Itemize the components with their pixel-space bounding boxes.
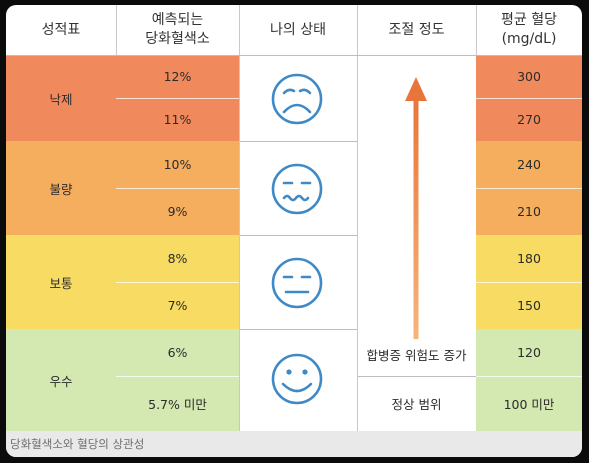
grade-cell-excellent: 우수: [6, 329, 116, 431]
glucose-cell: 180: [476, 235, 582, 282]
sub-row-divider: [476, 98, 582, 99]
risk-increase-arrow-icon: [405, 77, 427, 339]
glucose-cell: 300: [476, 55, 582, 98]
header-divider: [6, 55, 582, 56]
sub-row-divider: [116, 282, 239, 283]
glucose-cell: 270: [476, 98, 582, 141]
hba1c-cell: 5.7% 미만: [116, 376, 239, 431]
smile-face-icon: [271, 353, 323, 405]
header-hba1c: 예측되는 당화혈색소: [145, 12, 210, 47]
header-state: 나의 상태: [270, 21, 326, 38]
sub-row-divider: [116, 98, 239, 99]
glucose-cell: 100 미만: [476, 376, 582, 431]
state-divider: [239, 141, 357, 142]
hba1c-cell: 9%: [116, 188, 239, 235]
column-divider: [476, 5, 477, 55]
sub-row-divider: [476, 376, 582, 377]
hba1c-cell: 7%: [116, 282, 239, 329]
glucose-cell: 240: [476, 141, 582, 188]
risk-increase-label: 합병증 위험도 증가: [366, 347, 467, 363]
hba1c-cell: 10%: [116, 141, 239, 188]
neutral-face-icon: [271, 257, 323, 309]
sub-row-divider: [476, 188, 582, 189]
header-control: 조절 정도: [388, 21, 445, 38]
hba1c-cell: 6%: [116, 329, 239, 376]
sad-face-icon: [271, 73, 323, 125]
grade-cell-poor: 불량: [6, 141, 116, 235]
sub-row-divider: [476, 282, 582, 283]
grade-cell-average: 보통: [6, 235, 116, 329]
hba1c-cell: 12%: [116, 55, 239, 98]
wavy-mouth-face-icon: [271, 163, 323, 215]
hba1c-cell: 8%: [116, 235, 239, 282]
column-divider: [239, 5, 240, 431]
glucose-cell: 150: [476, 282, 582, 329]
header-glucose: 평균 혈당 (mg/dL): [501, 12, 557, 47]
normal-range-label: 정상 범위: [391, 397, 442, 412]
header-grade: 성적표: [41, 21, 81, 38]
glucose-cell: 120: [476, 329, 582, 376]
column-divider: [357, 5, 358, 431]
sub-row-divider: [116, 376, 239, 377]
sub-row-divider: [116, 188, 239, 189]
figure-caption: 당화혈색소와 혈당의 상관성: [6, 431, 582, 457]
glucose-cell: 210: [476, 188, 582, 235]
control-divider: [357, 376, 476, 377]
hba1c-cell: 11%: [116, 98, 239, 141]
state-divider: [239, 329, 357, 330]
column-divider: [116, 5, 117, 55]
state-divider: [239, 235, 357, 236]
hba1c-glucose-table: 성적표 예측되는 당화혈색소 나의 상태 조절 정도 평균 혈당 (mg/dL)…: [6, 5, 582, 457]
grade-cell-fail: 낙제: [6, 55, 116, 141]
